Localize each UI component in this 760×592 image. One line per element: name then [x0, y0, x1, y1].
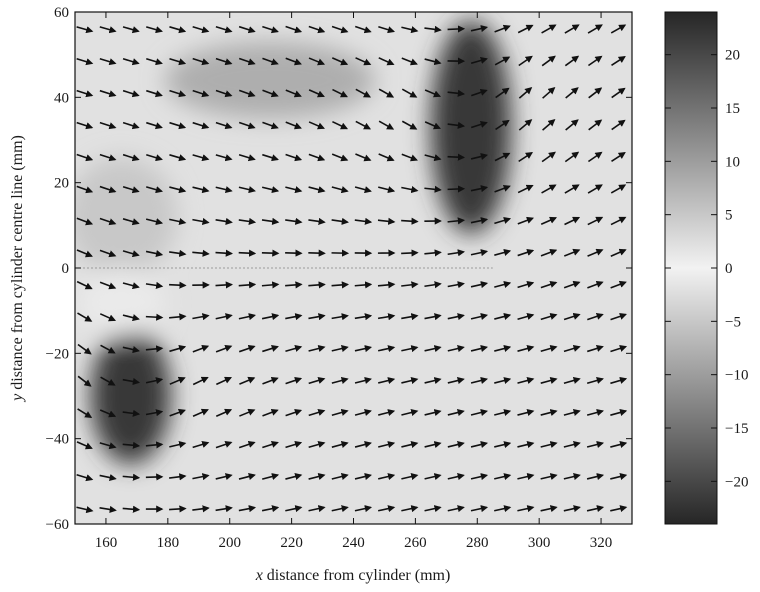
x-tick-label: 280 — [466, 535, 489, 551]
colorbar — [665, 12, 717, 524]
y-tick-label: −40 — [46, 432, 69, 448]
velocity-arrow — [262, 253, 278, 254]
y-axis-label: y distance from cylinder centre line (mm… — [9, 135, 26, 403]
y-tick-label: 60 — [54, 5, 69, 21]
vorticity-region — [165, 42, 375, 119]
colorbar-tick-label: 20 — [725, 48, 740, 64]
velocity-arrow — [239, 253, 255, 254]
colorbar-tick-label: 0 — [725, 261, 733, 277]
x-tick-label: 160 — [95, 535, 118, 551]
velocity-arrow — [169, 509, 185, 510]
x-tick-label: 300 — [528, 535, 551, 551]
colorbar-tick-label: 15 — [725, 101, 740, 117]
y-tick-label: 20 — [54, 176, 69, 192]
colorbar-tick-label: 5 — [725, 208, 733, 224]
velocity-arrow — [448, 29, 464, 30]
velocity-arrow — [448, 189, 464, 190]
vorticity-region — [78, 268, 165, 336]
velocity-arrow — [146, 317, 162, 318]
vorticity-region — [66, 157, 177, 276]
x-tick-label: 200 — [218, 535, 241, 551]
x-tick-label: 320 — [590, 535, 613, 551]
x-tick-label: 260 — [404, 535, 427, 551]
colorbar-tick-label: −15 — [725, 421, 748, 437]
velocity-arrow — [169, 285, 185, 286]
x-tick-label: 180 — [157, 535, 180, 551]
colorbar-tick-label: 10 — [725, 154, 740, 170]
velocity-arrow — [216, 285, 232, 286]
colorbar-tick-label: −5 — [725, 314, 741, 330]
velocity-arrow — [216, 253, 232, 254]
y-tick-label: −60 — [46, 517, 69, 533]
x-tick-label: 240 — [342, 535, 365, 551]
velocity-arrow — [401, 221, 417, 222]
velocity-arrow — [448, 157, 464, 158]
y-tick-label: 40 — [54, 90, 69, 106]
colorbar-tick-label: −20 — [725, 474, 748, 490]
colorbar-tick-label: −10 — [725, 368, 748, 384]
y-tick-label: 0 — [62, 261, 70, 277]
y-tick-label: −20 — [46, 346, 69, 362]
x-axis-label: x distance from cylinder (mm) — [255, 567, 451, 584]
x-tick-label: 220 — [280, 535, 303, 551]
velocity-arrow — [401, 253, 417, 254]
